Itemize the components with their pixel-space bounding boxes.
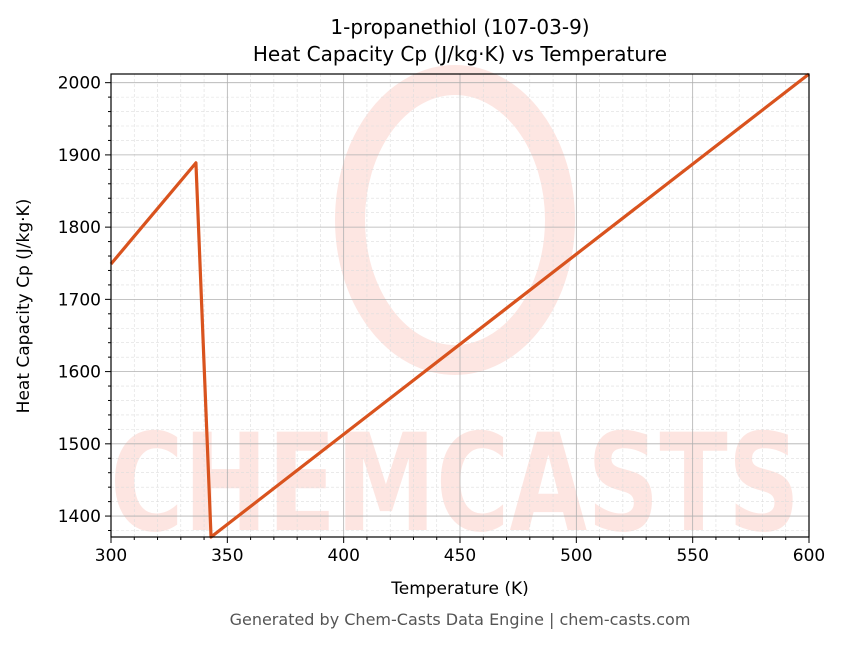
x-tick-label: 600: [793, 546, 825, 566]
footer: Generated by Chem-Casts Data Engine | ch…: [230, 610, 691, 629]
x-tick-label: 400: [327, 546, 359, 566]
y-tick-label: 1800: [58, 218, 101, 238]
y-tick-label: 1500: [58, 435, 101, 455]
y-tick-label: 1400: [58, 507, 101, 527]
y-tick-label: 1900: [58, 146, 101, 166]
x-tick-label: 300: [95, 546, 127, 566]
x-axis-label: Temperature (K): [390, 579, 529, 599]
y-tick-label: 1600: [58, 363, 101, 383]
y-tick-label: 2000: [58, 74, 101, 94]
y-tick-label: 1700: [58, 290, 101, 310]
svg-text:CHEMCASTS: CHEMCASTS: [110, 405, 800, 562]
chart-title: 1-propanethiol (107-03-9): [330, 15, 589, 39]
x-tick-label: 500: [560, 546, 592, 566]
watermark: CHEMCASTS: [110, 65, 800, 562]
x-tick-label: 350: [211, 546, 243, 566]
plot-frame: [110, 73, 810, 538]
chart-subtitle: Heat Capacity Cp (J/kg·K) vs Temperature: [253, 42, 667, 66]
x-tick-label: 450: [444, 546, 476, 566]
series-line: [109, 72, 810, 539]
x-tick-label: 550: [676, 546, 708, 566]
y-axis-label: Heat Capacity Cp (J/kg·K): [14, 199, 34, 414]
